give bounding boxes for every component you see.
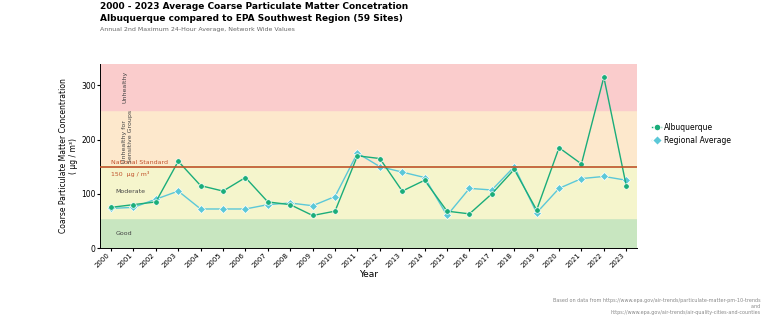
Bar [100, 64, 637, 110]
Text: 150  μg / m³: 150 μg / m³ [111, 171, 150, 177]
Text: Moderate: Moderate [115, 189, 145, 194]
Bar [100, 110, 637, 164]
Bar [100, 164, 637, 218]
Text: National Standard: National Standard [111, 160, 168, 165]
Text: 2000 - 2023 Average Coarse Particulate Matter Concetration: 2000 - 2023 Average Coarse Particulate M… [100, 2, 408, 10]
Bar [100, 218, 637, 248]
Text: Annual 2nd Maximum 24-Hour Average, Network Wide Values: Annual 2nd Maximum 24-Hour Average, Netw… [100, 27, 295, 32]
Legend: Albuquerque, Regional Average: Albuquerque, Regional Average [652, 123, 731, 145]
Text: Unhealthy: Unhealthy [122, 71, 127, 103]
Text: Good: Good [115, 231, 132, 236]
Text: Albuquerque compared to EPA Southwest Region (59 Sites): Albuquerque compared to EPA Southwest Re… [100, 14, 402, 23]
Text: Based on data from https://www.epa.gov/air-trends/particulate-matter-pm-10-trend: Based on data from https://www.epa.gov/a… [553, 298, 760, 315]
X-axis label: Year: Year [359, 271, 378, 280]
Y-axis label: Coarse Particulate Matter Concentration
( μg / m³): Coarse Particulate Matter Concentration … [59, 78, 78, 233]
Text: Unhealthy for
Sensitive Groups: Unhealthy for Sensitive Groups [122, 110, 133, 163]
